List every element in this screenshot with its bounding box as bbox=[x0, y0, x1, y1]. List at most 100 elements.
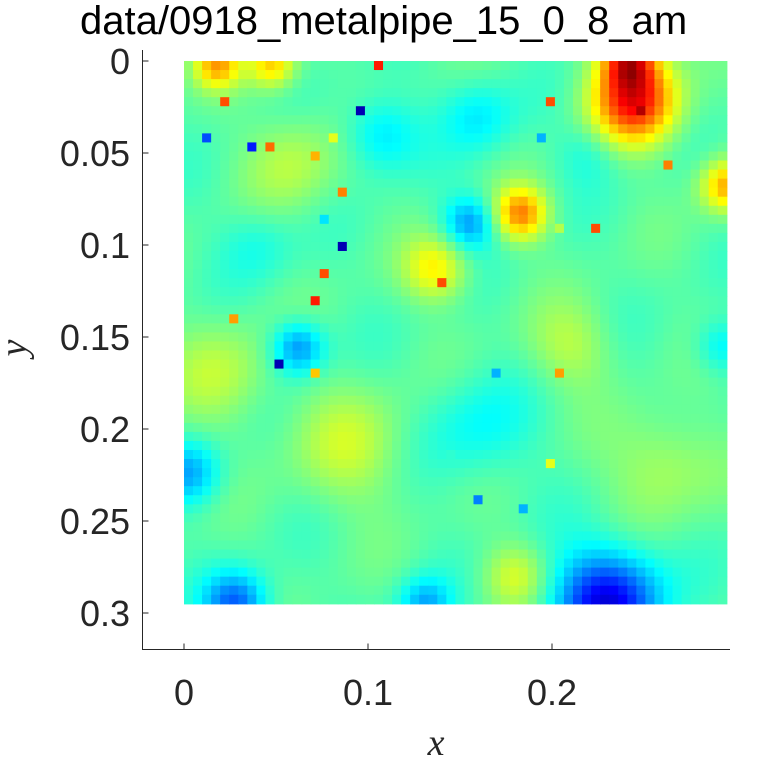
heatmap-cell bbox=[500, 567, 511, 578]
heatmap-cell bbox=[554, 431, 565, 442]
heatmap-cell bbox=[193, 549, 203, 560]
heatmap-cell bbox=[591, 241, 601, 252]
heatmap-cell bbox=[202, 260, 212, 270]
heatmap-cell bbox=[699, 350, 710, 361]
heatmap-cell bbox=[193, 567, 203, 578]
heatmap-cell bbox=[482, 223, 493, 234]
heatmap-cell bbox=[518, 61, 529, 71]
heatmap-cell bbox=[645, 314, 656, 324]
heatmap-cell bbox=[455, 585, 466, 596]
heatmap-cell bbox=[337, 124, 348, 134]
heatmap-cell bbox=[509, 413, 520, 424]
heatmap-cell bbox=[600, 495, 610, 505]
heatmap-cell bbox=[636, 513, 646, 523]
heatmap-cell bbox=[211, 106, 221, 116]
heatmap-cell bbox=[274, 431, 285, 442]
heatmap-cell bbox=[491, 450, 502, 460]
heatmap-cell bbox=[591, 178, 601, 189]
heatmap-cell bbox=[211, 250, 221, 261]
heatmap-cell bbox=[482, 214, 493, 225]
heatmap-cell bbox=[346, 241, 357, 252]
heatmap-cell bbox=[654, 504, 665, 514]
heatmap-cell bbox=[591, 205, 601, 216]
heatmap-cell bbox=[645, 440, 656, 451]
heatmap-cell bbox=[373, 558, 384, 569]
heatmap-cell bbox=[455, 323, 466, 333]
heatmap-cell bbox=[383, 196, 393, 207]
heatmap-cell bbox=[600, 531, 610, 542]
heatmap-cell bbox=[690, 386, 701, 397]
heatmap-cell bbox=[247, 314, 257, 324]
heatmap-cell bbox=[238, 422, 248, 433]
heatmap-cell bbox=[491, 241, 502, 252]
heatmap-cell bbox=[220, 495, 230, 505]
heatmap-cell bbox=[509, 558, 520, 569]
heatmap-cell bbox=[220, 341, 230, 352]
heatmap-cell bbox=[310, 169, 321, 180]
heatmap-cell bbox=[446, 540, 456, 551]
heatmap-cell bbox=[184, 350, 194, 361]
heatmap-cell bbox=[536, 106, 547, 116]
heatmap-cell bbox=[663, 450, 674, 460]
heatmap-cell bbox=[346, 232, 357, 243]
heatmap-cell bbox=[346, 459, 357, 469]
heatmap-cell bbox=[202, 61, 212, 71]
heatmap-cell bbox=[247, 133, 257, 144]
heatmap-cell bbox=[708, 305, 719, 315]
heatmap-cell bbox=[310, 232, 321, 243]
heatmap-cell bbox=[554, 106, 565, 116]
heatmap-cell bbox=[319, 178, 330, 189]
heatmap-cell bbox=[283, 558, 294, 569]
heatmap-cell bbox=[193, 314, 203, 324]
heatmap-cell bbox=[392, 549, 402, 560]
heatmap-cell bbox=[274, 594, 285, 605]
heatmap-cell bbox=[681, 558, 692, 569]
heatmap-cell bbox=[482, 151, 493, 162]
heatmap-cell bbox=[600, 522, 610, 533]
heatmap-cell bbox=[527, 124, 538, 134]
heatmap-cell bbox=[681, 594, 692, 605]
heatmap-cell bbox=[355, 241, 366, 252]
heatmap-cell bbox=[373, 431, 384, 442]
heatmap-cell bbox=[618, 341, 628, 352]
heatmap-cell bbox=[482, 495, 493, 505]
heatmap-cell bbox=[681, 585, 692, 596]
heatmap-cell bbox=[473, 187, 484, 198]
heatmap-cell bbox=[238, 594, 248, 605]
heatmap-cell bbox=[238, 124, 248, 134]
heatmap-cell bbox=[473, 232, 484, 243]
heatmap-cell bbox=[536, 594, 547, 605]
heatmap-cell bbox=[681, 395, 692, 406]
heatmap-cell bbox=[229, 133, 239, 144]
heatmap-cell bbox=[591, 431, 601, 442]
heatmap-cell bbox=[247, 350, 257, 361]
heatmap-cell bbox=[392, 70, 402, 80]
heatmap-cell bbox=[301, 106, 312, 116]
heatmap-cell bbox=[373, 468, 384, 478]
heatmap-cell bbox=[554, 314, 565, 324]
heatmap-cell bbox=[193, 486, 203, 496]
heatmap-cell bbox=[428, 567, 438, 578]
heatmap-cell bbox=[392, 314, 402, 324]
heatmap-cell bbox=[346, 323, 357, 333]
heatmap-cell bbox=[645, 486, 656, 496]
heatmap-cell bbox=[672, 124, 683, 134]
heatmap-cell bbox=[699, 323, 710, 333]
heatmap-cell bbox=[355, 522, 366, 533]
heatmap-cell bbox=[545, 205, 556, 216]
heatmap-cell bbox=[573, 70, 583, 80]
heatmap-cell bbox=[573, 187, 583, 198]
heatmap-cell bbox=[319, 133, 330, 144]
heatmap-cell bbox=[627, 332, 637, 343]
heatmap-cell bbox=[437, 459, 447, 469]
heatmap-cell bbox=[717, 314, 728, 324]
heatmap-cell bbox=[184, 377, 194, 388]
heatmap-cell bbox=[265, 486, 276, 496]
heatmap-cell bbox=[410, 160, 420, 171]
heatmap-cell bbox=[645, 350, 656, 361]
heatmap-cell bbox=[428, 124, 438, 134]
heatmap-cell bbox=[681, 314, 692, 324]
heatmap-cell bbox=[383, 549, 393, 560]
heatmap-cell bbox=[310, 178, 321, 189]
heatmap-cell bbox=[337, 214, 348, 225]
